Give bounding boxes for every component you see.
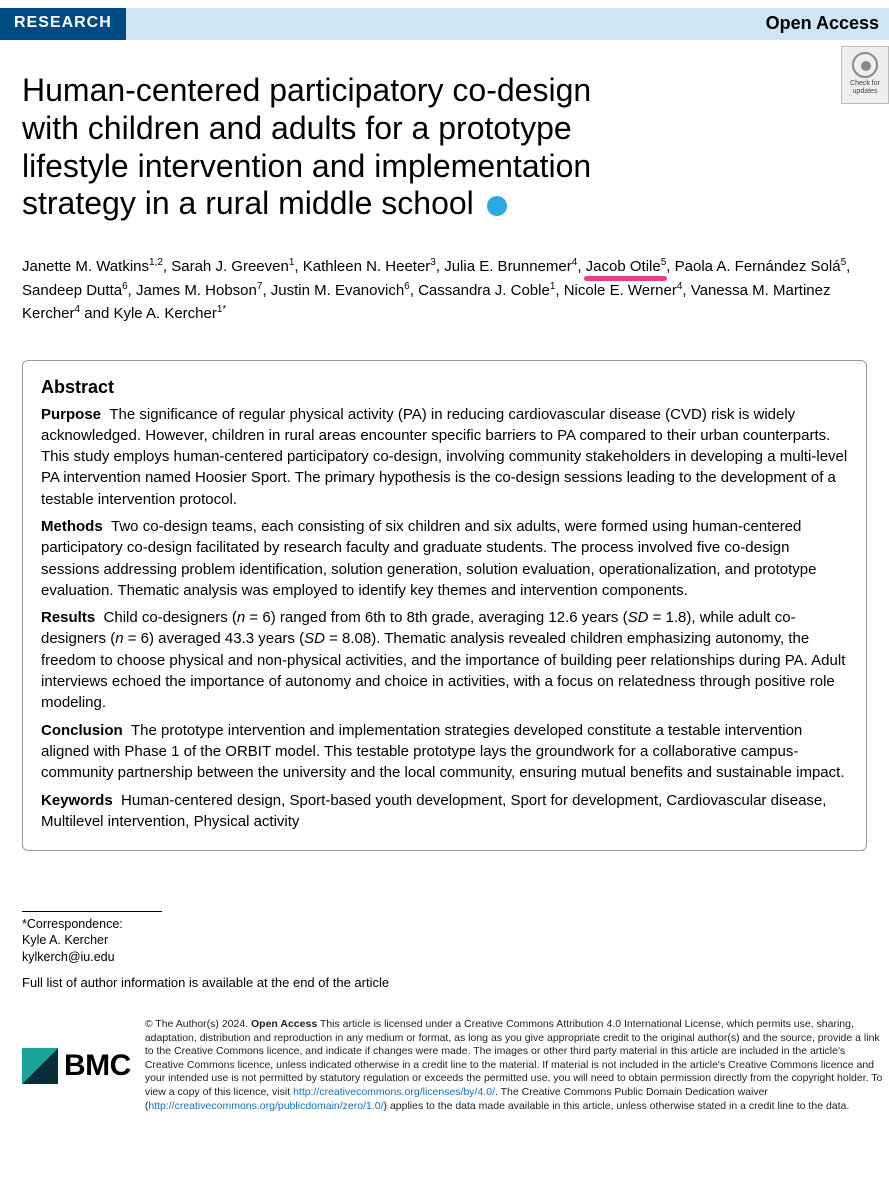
author-name: Sandeep Dutta: [22, 282, 122, 299]
keywords-label: Keywords: [41, 792, 113, 809]
license-link-ccby[interactable]: http://creativecommons.org/licenses/by/4…: [293, 1086, 495, 1098]
crossmark-badge[interactable]: Check for updates: [841, 46, 889, 104]
purpose-text: The significance of regular physical act…: [41, 406, 847, 508]
author-affiliation: 4: [572, 257, 578, 268]
correspondence-block: *Correspondence: Kyle A. Kercher kylkerc…: [22, 916, 867, 965]
title-line: lifestyle intervention and implementatio…: [22, 148, 591, 184]
conclusion-text: The prototype intervention and implement…: [41, 722, 844, 782]
title-line: Human-centered participatory co-design: [22, 72, 591, 108]
author-name: Kyle A. Kercher: [113, 305, 216, 322]
purpose-label: Purpose: [41, 406, 101, 423]
abstract-heading: Abstract: [41, 377, 848, 398]
methods-text: Two co-design teams, each consisting of …: [41, 518, 817, 599]
correspondence-star: *Correspondence:: [22, 917, 123, 931]
author-affiliation: 1*: [217, 304, 226, 315]
title-line: with children and adults for a prototype: [22, 110, 572, 146]
article-title: Human-centered participatory co-design w…: [22, 72, 797, 223]
abstract-purpose: Purpose The significance of regular phys…: [41, 404, 848, 510]
results-text-part: Child co-designers (: [104, 609, 237, 626]
author-affiliation: 4: [677, 281, 683, 292]
author-name: Janette M. Watkins: [22, 258, 149, 275]
results-n1: n: [237, 609, 245, 626]
author-name: Sarah J. Greeven: [171, 258, 289, 275]
correspondence-name: Kyle A. Kercher: [22, 933, 108, 947]
publisher-name: BMC: [64, 1049, 131, 1083]
license-text: © The Author(s) 2024. Open Access This a…: [145, 1018, 889, 1113]
author-affiliation: 1: [550, 281, 556, 292]
author-name: Paola A. Fernández Solá: [675, 258, 841, 275]
abstract-box: Abstract Purpose The significance of reg…: [22, 360, 867, 852]
author-name: Kathleen N. Heeter: [303, 258, 431, 275]
license-body3: ) applies to the data made available in …: [384, 1100, 850, 1112]
conclusion-label: Conclusion: [41, 722, 123, 739]
author-affiliation: 1,2: [149, 257, 163, 268]
author-name: Cassandra J. Coble: [418, 282, 550, 299]
keywords-text: Human-centered design, Sport-based youth…: [41, 792, 826, 830]
license-link-cc0[interactable]: http://creativecommons.org/publicdomain/…: [148, 1100, 383, 1112]
open-access-label: Open Access: [760, 8, 889, 40]
author-affiliation: 5: [841, 257, 847, 268]
author-name: Justin M. Evanovich: [271, 282, 404, 299]
crossmark-icon: [852, 52, 878, 78]
authors-list: Janette M. Watkins1,2, Sarah J. Greeven1…: [22, 255, 867, 326]
author-affiliation: 1: [289, 257, 295, 268]
research-tag: RESEARCH: [0, 8, 126, 40]
author-affiliation: 6: [122, 281, 128, 292]
author-affiliation: 7: [257, 281, 263, 292]
abstract-methods: Methods Two co-design teams, each consis…: [41, 516, 848, 601]
full-author-list-note: Full list of author information is avail…: [22, 975, 867, 990]
author-affiliation: 3: [430, 257, 436, 268]
methods-label: Methods: [41, 518, 103, 535]
header-spacer: [126, 8, 760, 40]
correspondence-email: kylkerch@iu.edu: [22, 950, 115, 964]
author-name: James M. Hobson: [136, 282, 257, 299]
author-affiliation: 6: [404, 281, 410, 292]
results-text-part: = 6) averaged 43.3 years (: [124, 630, 305, 647]
abstract-keywords: Keywords Human-centered design, Sport-ba…: [41, 790, 848, 833]
author-affiliation: 5: [661, 257, 667, 268]
header-bar: RESEARCH Open Access: [0, 8, 889, 40]
license-prefix: © The Author(s) 2024.: [145, 1018, 251, 1030]
results-sd2: SD: [304, 630, 325, 647]
footnote-divider: [22, 911, 162, 912]
results-sd1: SD: [628, 609, 649, 626]
title-line: strategy in a rural middle school: [22, 185, 474, 221]
author-name-highlighted: Jacob Otile: [586, 256, 661, 279]
footer: BMC © The Author(s) 2024. Open Access Th…: [0, 1018, 889, 1123]
author-name: Nicole E. Werner: [564, 282, 677, 299]
author-affiliation: 4: [75, 304, 81, 315]
crossmark-text2: updates: [842, 88, 888, 96]
license-oa-bold: Open Access: [251, 1018, 317, 1030]
annotation-dot-icon: [487, 196, 507, 216]
article-content: Check for updates Human-centered partici…: [0, 40, 889, 990]
results-label: Results: [41, 609, 95, 626]
abstract-conclusion: Conclusion The prototype intervention an…: [41, 720, 848, 784]
crossmark-text1: Check for: [842, 80, 888, 88]
results-n2: n: [115, 630, 123, 647]
publisher-logo: BMC: [22, 1018, 131, 1113]
results-text-part: = 6) ranged from 6th to 8th grade, avera…: [245, 609, 627, 626]
author-name: Julia E. Brunnemer: [444, 258, 572, 275]
abstract-results: Results Child co-designers (n = 6) range…: [41, 607, 848, 713]
bmc-logo-icon: [22, 1048, 58, 1084]
